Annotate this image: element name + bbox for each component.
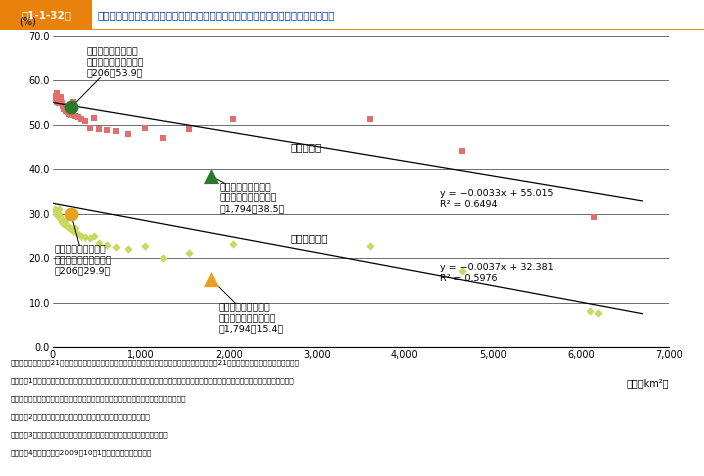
Text: （注）　1．ここでは三大都市圏を、関東大都市圏、中京大都市圏、京阪神大都市圏とし、三大都市圏中心市が所在する都府県を埼玉県、千: （注） 1．ここでは三大都市圏を、関東大都市圏、中京大都市圏、京阪神大都市圏とし… [11, 377, 294, 384]
Point [122, 130, 133, 138]
Point [60, 217, 70, 224]
Point [57, 102, 68, 110]
Point [139, 125, 151, 132]
Text: y = −0.0033x + 55.015: y = −0.0033x + 55.015 [440, 189, 553, 198]
Point [89, 232, 100, 240]
Text: 第1-1-32図: 第1-1-32図 [21, 10, 71, 20]
Text: 2．常用雇用者・従業者の数は、本社所在地で計上される。: 2．常用雇用者・従業者の数は、本社所在地で計上される。 [11, 414, 151, 420]
Point [157, 134, 168, 142]
Point [122, 246, 133, 253]
Point [75, 116, 87, 123]
Point [227, 240, 239, 248]
Point [184, 249, 195, 257]
Point [52, 95, 63, 103]
Point [49, 96, 61, 103]
Point [80, 233, 91, 241]
Point [61, 108, 72, 115]
Point [61, 221, 72, 229]
Point [56, 99, 68, 107]
Bar [0, 0, 92, 30]
Point [60, 103, 70, 111]
Point [49, 205, 61, 212]
Text: (%): (%) [19, 16, 36, 26]
Point [227, 115, 239, 123]
Point [65, 104, 77, 111]
Point [52, 211, 63, 218]
Point [593, 309, 604, 317]
Point [364, 242, 375, 250]
Text: 葉県、東京都、神奈川県、愛知県、京都府、大阪府、兵庫県としている。: 葉県、東京都、神奈川県、愛知県、京都府、大阪府、兵庫県としている。 [11, 396, 186, 402]
Point [101, 241, 113, 249]
Text: 資料：総務省「平成21年経済センサス基礎調査」再編加工、総務省「人口推計」、国土地理院「平成21年全国都道府県市区町村別面積調」: 資料：総務省「平成21年経済センサス基礎調査」再編加工、総務省「人口推計」、国土… [11, 359, 300, 366]
Point [65, 226, 77, 233]
Point [80, 118, 91, 125]
Point [63, 224, 75, 232]
Point [62, 109, 73, 116]
Point [56, 216, 67, 223]
Point [53, 94, 64, 102]
Point [111, 243, 122, 251]
Text: 都道府県別の人口密度と小規模事業者、中規模企業の常用雇用者・従業者割合の関係: 都道府県別の人口密度と小規模事業者、中規模企業の常用雇用者・従業者割合の関係 [98, 10, 336, 20]
Text: 三大都市圏中心市が
所在する都府県の平均
（1,794，38.5）: 三大都市圏中心市が 所在する都府県の平均 （1,794，38.5） [210, 176, 285, 213]
Point [54, 97, 65, 104]
Text: （人／km²）: （人／km²） [627, 379, 669, 389]
Point [51, 210, 63, 218]
Text: 3．（　）内の左の数値は人口密度、右の数値は従業者割合を示す。: 3．（ ）内の左の数値は人口密度、右の数値は従業者割合を示す。 [11, 432, 168, 438]
Point [111, 128, 122, 135]
Text: 三大都市圏中心市が
所在する都府県の平均
（1,794，15.4）: 三大都市圏中心市が 所在する都府県の平均 （1,794，15.4） [210, 279, 284, 333]
Point [63, 110, 75, 118]
Point [52, 98, 63, 105]
Point [50, 92, 61, 100]
Point [50, 208, 61, 216]
Text: 三大都市圏中心市が
所在しない道県の平均
（206，29.9）: 三大都市圏中心市が 所在しない道県の平均 （206，29.9） [55, 214, 112, 276]
Point [65, 111, 77, 119]
Text: 中規模企業: 中規模企業 [291, 142, 322, 152]
Point [54, 212, 65, 219]
Point [184, 126, 195, 133]
Point [51, 89, 63, 97]
Point [55, 215, 66, 222]
Point [54, 99, 65, 107]
Point [364, 116, 375, 123]
Point [70, 224, 81, 232]
Point [589, 214, 600, 221]
Point [56, 218, 68, 226]
Point [73, 230, 84, 238]
Point [62, 222, 73, 230]
Point [56, 93, 67, 101]
Point [584, 307, 596, 315]
Point [89, 114, 100, 122]
Point [55, 98, 66, 105]
Point [101, 126, 113, 134]
Point [57, 219, 68, 227]
Point [68, 98, 79, 106]
Text: y = −0.0037x + 32.381: y = −0.0037x + 32.381 [440, 263, 553, 272]
Point [456, 267, 467, 275]
Point [54, 206, 65, 213]
Point [205, 172, 216, 180]
Text: 小規模事業者: 小規模事業者 [291, 233, 328, 243]
Point [139, 242, 151, 250]
Point [52, 212, 63, 220]
Text: 4．人口密度は2009年10月1日時点の人口より算出。: 4．人口密度は2009年10月1日時点の人口より算出。 [11, 450, 152, 456]
Text: R² = 0.6494: R² = 0.6494 [440, 200, 498, 209]
Point [65, 210, 77, 218]
Point [84, 125, 96, 132]
Point [456, 147, 467, 154]
Text: 三大都市圏中心市が
所在しない道県の平均
（206，53.9）: 三大都市圏中心市が 所在しない道県の平均 （206，53.9） [71, 48, 144, 108]
Point [94, 126, 105, 133]
Point [75, 232, 87, 240]
Point [68, 227, 79, 235]
Point [58, 105, 70, 113]
Point [70, 112, 81, 119]
Point [58, 220, 70, 228]
Point [157, 254, 168, 261]
Point [53, 209, 64, 217]
Point [84, 235, 96, 242]
Text: R² = 0.5976: R² = 0.5976 [440, 274, 498, 283]
Point [205, 275, 216, 283]
Point [73, 113, 84, 120]
Point [94, 239, 105, 247]
